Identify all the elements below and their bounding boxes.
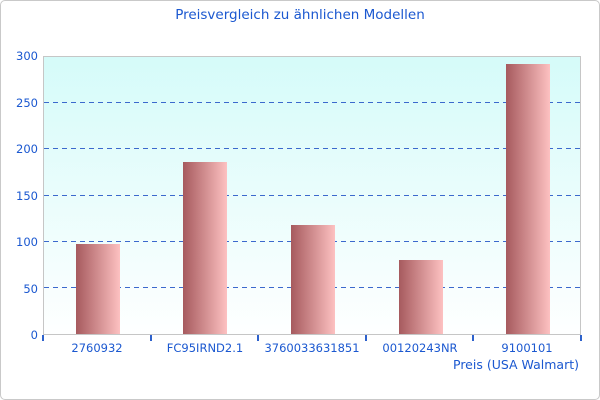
- y-tick-label-300: 300: [16, 49, 38, 63]
- x-axis-tick: [580, 335, 582, 341]
- gridline-150: [44, 194, 580, 196]
- y-tick-label-50: 50: [23, 282, 38, 296]
- x-axis-tick: [472, 335, 474, 341]
- bar-2760932: [76, 244, 120, 334]
- y-tick-label-0: 0: [30, 328, 38, 342]
- bar-00120243NR: [399, 260, 443, 334]
- x-axis-tick: [150, 335, 152, 341]
- x-axis-title: Preis (USA Walmart): [453, 357, 579, 372]
- x-category-label-FC95IRND2.1: FC95IRND2.1: [166, 341, 244, 355]
- y-tick-label-150: 150: [16, 189, 38, 203]
- x-category-label-00120243NR: 00120243NR: [382, 341, 458, 355]
- gridline-200: [44, 148, 580, 150]
- y-tick-label-100: 100: [16, 235, 38, 249]
- x-axis-tick: [42, 335, 44, 341]
- x-category-label-9100101: 9100101: [501, 341, 553, 355]
- x-axis-tick: [365, 335, 367, 341]
- bar-3760033631851: [291, 225, 335, 334]
- bar-FC95IRND2.1: [183, 162, 227, 334]
- gridline-250: [44, 102, 580, 104]
- bar-9100101: [506, 64, 550, 334]
- x-category-label-3760033631851: 3760033631851: [264, 341, 360, 355]
- y-tick-label-250: 250: [16, 96, 38, 110]
- plot-area: [43, 56, 581, 335]
- y-tick-label-200: 200: [16, 142, 38, 156]
- x-axis-tick: [257, 335, 259, 341]
- chart-title: Preisvergleich zu ähnlichen Modellen: [175, 7, 425, 23]
- x-category-label-2760932: 2760932: [71, 341, 123, 355]
